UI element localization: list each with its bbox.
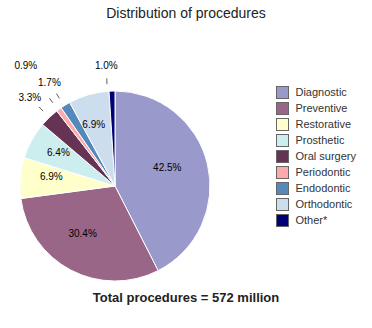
svg-text:6.9%: 6.9% <box>40 171 63 182</box>
html-text:Orthodontic: Orthodontic <box>295 198 353 210</box>
svg-text:6.4%: 6.4% <box>47 147 70 158</box>
svg-text:3.3%: 3.3% <box>18 92 41 103</box>
svg-text:42.5%: 42.5% <box>153 162 181 173</box>
html-text:Diagnostic: Diagnostic <box>295 86 347 98</box>
html-text:Distribution of procedures: Distribution of procedures <box>106 5 266 21</box>
svg-text:30.4%: 30.4% <box>68 228 96 239</box>
svg-text:6.9%: 6.9% <box>82 119 105 130</box>
html-text:Restorative: Restorative <box>295 118 352 130</box>
svg-text:1.7%: 1.7% <box>38 77 61 88</box>
html-text:Preventive: Preventive <box>295 102 348 114</box>
html-text:Periodontic: Periodontic <box>295 166 351 178</box>
html-text:Other*: Other* <box>295 214 328 226</box>
html-text:Oral surgery: Oral surgery <box>295 150 356 162</box>
svg-text:0.9%: 0.9% <box>14 60 37 71</box>
svg-text:1.0%: 1.0% <box>95 60 118 71</box>
html-text:Endodontic: Endodontic <box>295 182 351 194</box>
html-text:Total procedures = 572 million: Total procedures = 572 million <box>92 290 280 305</box>
html-text:Prosthetic: Prosthetic <box>295 134 345 146</box>
